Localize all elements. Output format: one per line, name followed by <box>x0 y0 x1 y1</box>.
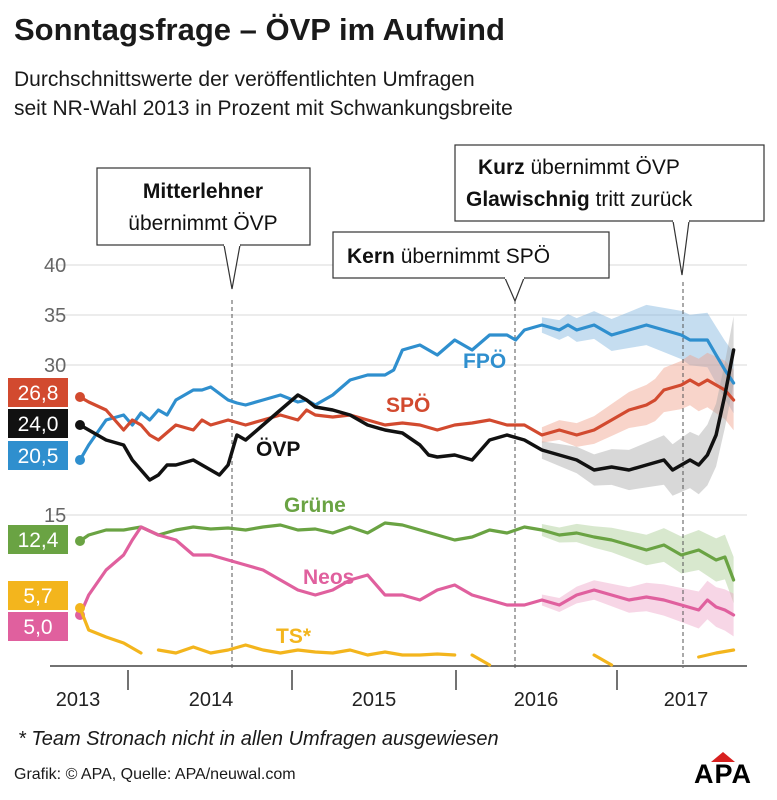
callout-bold: Mitterlehner <box>143 180 263 203</box>
band-grne <box>541 523 734 604</box>
callout-bold: Glawischnig <box>466 188 590 211</box>
subtitle-line-2: seit NR-Wahl 2013 in Prozent mit Schwank… <box>14 97 513 120</box>
callout-box <box>96 167 311 246</box>
ts-line <box>78 606 143 655</box>
apa-logo: APA <box>683 752 763 790</box>
callout-bold: Kurz <box>478 156 525 179</box>
poll-line-chart: 15 30 35 40 2013 2014 2015 2016 2017 FPÖ SPÖ ÖVP Grü… <box>8 144 765 711</box>
footnote: * Team Stronach nicht in allen Umfragen … <box>18 728 499 750</box>
y-tick-label: 30 <box>44 355 66 377</box>
x-tick-label: 2016 <box>514 689 559 711</box>
band-neos <box>541 580 734 637</box>
subtitle-line-1: Durchschnittswerte der veröffentlichten … <box>14 68 475 91</box>
start-value-label: 20,5 <box>18 445 59 468</box>
gruene-line <box>78 521 736 582</box>
start-value-box <box>8 378 68 407</box>
callout-text: Mitterlehner <box>143 180 263 203</box>
callout-kurz-glawischnig: Kurz übernimmt ÖVP Glawischnig tritt zurü… <box>454 144 765 276</box>
fpoe-line <box>78 323 736 462</box>
y-tick-label: 15 <box>44 505 66 527</box>
series-label: FPÖ <box>463 350 506 373</box>
oevp-line <box>78 348 736 482</box>
start-value-box <box>8 525 68 554</box>
start-value-box <box>8 581 68 610</box>
start-value-label: 26,8 <box>18 382 59 405</box>
series-label: ÖVP <box>256 438 300 461</box>
callout-bold: Kern <box>347 245 395 268</box>
ts-line <box>592 653 614 667</box>
start-value-label: 5,7 <box>23 585 52 608</box>
start-dot <box>75 536 85 546</box>
start-value-label: 24,0 <box>18 413 59 436</box>
start-value-label: 5,0 <box>23 616 52 639</box>
series-label: TS* <box>276 625 312 648</box>
ts-line <box>470 653 492 667</box>
callout-text: Kern übernimmt SPÖ <box>347 245 550 268</box>
callout-box <box>332 231 610 279</box>
source-credit: Grafik: © APA, Quelle: APA/neuwal.com <box>14 766 296 783</box>
callout-kern: Kern übernimmt SPÖ <box>332 231 610 303</box>
start-value-label: 12,4 <box>18 529 59 552</box>
series-label: Grüne <box>284 494 346 517</box>
start-dot <box>75 455 85 465</box>
band-vp <box>541 316 734 496</box>
apa-logo-text: APA <box>693 759 752 789</box>
series-label: SPÖ <box>386 394 430 417</box>
callout-text: übernimmt ÖVP <box>128 212 277 235</box>
start-value-box <box>8 612 68 641</box>
start-dot <box>75 420 85 430</box>
start-value-box <box>8 441 68 470</box>
callout-pointer <box>223 244 241 290</box>
callout-pointer <box>672 220 690 276</box>
series-label: Neos <box>303 566 354 589</box>
band-sp <box>541 352 734 447</box>
x-tick-label: 2015 <box>352 689 397 711</box>
y-tick-label: 40 <box>44 255 66 277</box>
callout-box <box>454 144 765 222</box>
ts-line <box>697 648 736 659</box>
y-tick-label: 35 <box>44 305 66 327</box>
start-dot <box>75 603 85 613</box>
ts-line <box>156 643 457 657</box>
start-value-box <box>8 409 68 438</box>
band-fp <box>541 304 734 414</box>
callout-regular: tritt zurück <box>590 188 693 211</box>
x-tick-label: 2013 <box>56 689 101 711</box>
chart-title: Sonntagsfrage – ÖVP im Aufwind <box>14 12 505 47</box>
callout-pointer <box>504 277 525 303</box>
x-tick-label: 2014 <box>189 689 234 711</box>
callout-text: Glawischnig tritt zurück <box>466 188 693 211</box>
callout-text: Kurz übernimmt ÖVP <box>478 156 680 179</box>
apa-logo-triangle <box>711 752 735 762</box>
callout-regular: übernimmt ÖVP <box>525 156 680 179</box>
spoe-line <box>78 378 736 442</box>
callout-regular: übernimmt ÖVP <box>128 212 277 235</box>
x-tick-label: 2017 <box>664 689 709 711</box>
callout-regular: übernimmt SPÖ <box>395 245 550 268</box>
callout-mitterlehner: Mitterlehner übernimmt ÖVP <box>96 167 311 290</box>
start-dot <box>75 392 85 402</box>
neos-line <box>78 525 736 617</box>
